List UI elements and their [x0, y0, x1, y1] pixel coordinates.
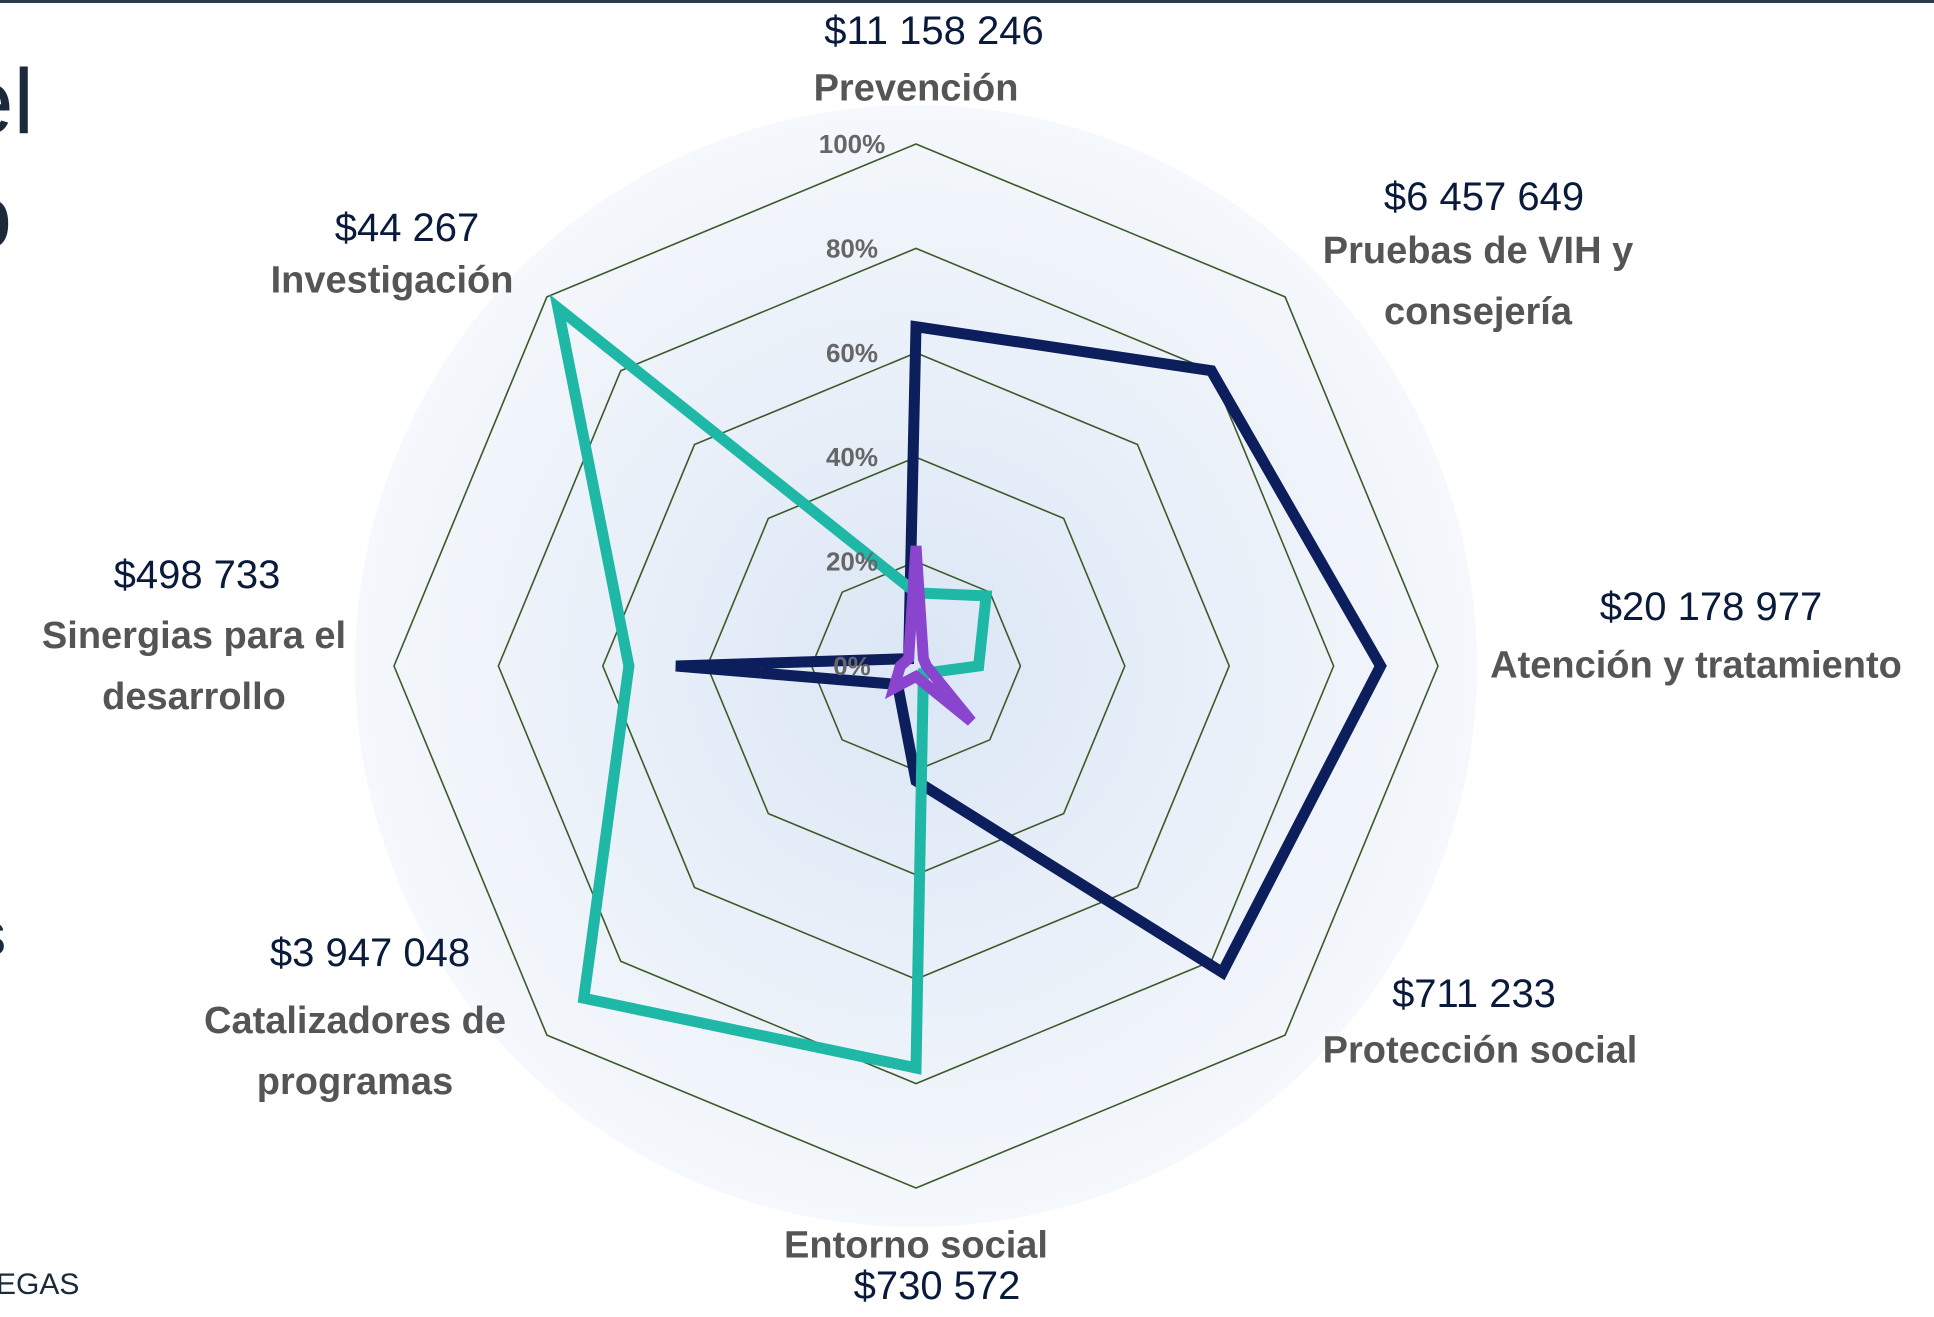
amount-label: $6 457 649 — [1383, 175, 1585, 219]
category-label: Atención y tratamiento — [1490, 644, 1902, 687]
category-label: Investigación — [270, 259, 514, 302]
tick-label: 20% — [826, 547, 878, 577]
left-fragment: EGAS — [0, 1268, 80, 1301]
tick-label: 80% — [826, 233, 878, 263]
category-label: Prevención — [813, 67, 1019, 110]
grid-ring — [497, 247, 1335, 1085]
tick-label: 0% — [833, 651, 871, 681]
series-line — [884, 545, 976, 726]
left-fragment: el — [0, 51, 34, 153]
amount-label: $3 947 048 — [269, 931, 471, 975]
amount-label: $498 733 — [113, 553, 281, 597]
amount-label: $711 233 — [1392, 972, 1556, 1016]
tick-label: 60% — [826, 338, 878, 368]
category-label: Pruebas de VIH y consejería — [1322, 230, 1634, 333]
left-fragment: s — [0, 900, 6, 969]
amount-label: $730 572 — [853, 1264, 1021, 1308]
left-fragment: o — [0, 165, 12, 270]
category-label: Sinergias para el desarrollo — [41, 615, 347, 718]
category-label: Catalizadores de programas — [204, 1000, 506, 1103]
amount-label: $11 158 246 — [824, 9, 1044, 53]
grid-ring — [393, 143, 1439, 1189]
tick-label: 40% — [826, 442, 878, 472]
amount-label: $44 267 — [334, 206, 480, 250]
tick-label: 100% — [819, 129, 886, 159]
chart-background — [355, 105, 1477, 1227]
category-label: Entorno social — [784, 1224, 1048, 1267]
category-label: Protección social — [1322, 1029, 1638, 1072]
series-line — [549, 294, 993, 1075]
top-border — [0, 0, 1934, 3]
amount-label: $20 178 977 — [1599, 585, 1823, 629]
